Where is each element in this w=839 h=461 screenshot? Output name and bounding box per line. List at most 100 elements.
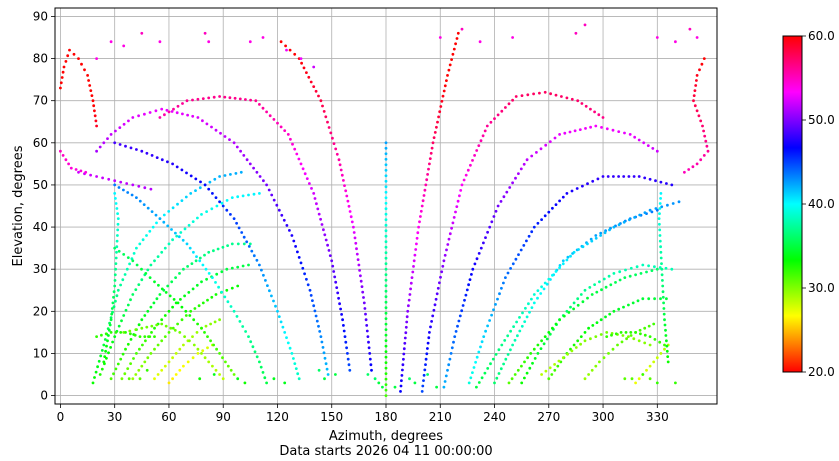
data-point [384, 377, 388, 381]
data-point [77, 170, 80, 174]
data-point [643, 326, 647, 330]
data-point [225, 267, 229, 271]
data-point [201, 97, 205, 100]
data-point [230, 266, 234, 270]
data-point [433, 131, 437, 134]
data-point [283, 331, 287, 334]
data-point [135, 148, 138, 151]
data-point [235, 315, 239, 318]
data-point [488, 225, 492, 229]
data-point [180, 168, 184, 172]
data-point [605, 335, 609, 338]
data-point [570, 349, 574, 353]
data-point [215, 204, 219, 208]
data-point [561, 195, 565, 199]
data-point [628, 274, 632, 278]
data-point [454, 210, 457, 214]
data-point [586, 182, 589, 186]
data-point [276, 121, 279, 125]
data-point [365, 329, 369, 333]
data-point [148, 276, 152, 279]
data-point [553, 368, 557, 372]
data-point [435, 385, 438, 389]
data-point [413, 381, 417, 385]
data-point [384, 229, 388, 233]
data-point [247, 335, 250, 338]
data-point [87, 79, 90, 82]
data-point [109, 316, 113, 319]
data-point [113, 192, 117, 195]
data-point [638, 213, 642, 217]
data-point [163, 113, 166, 117]
data-point [154, 109, 158, 113]
data-point [554, 93, 558, 97]
data-point [138, 335, 142, 338]
data-point [149, 352, 153, 355]
data-point [265, 183, 268, 187]
data-point [554, 322, 558, 326]
data-point [105, 356, 108, 360]
data-point [184, 195, 188, 199]
data-point [454, 42, 457, 46]
data-point [241, 264, 245, 268]
data-point [612, 272, 616, 275]
data-point [630, 377, 634, 381]
data-point [263, 376, 267, 380]
data-point [484, 236, 487, 240]
data-point [116, 234, 119, 237]
data-point [435, 125, 438, 129]
data-point [104, 349, 107, 353]
data-point [633, 216, 636, 219]
data-point [446, 74, 449, 77]
data-point [94, 119, 98, 123]
data-point [478, 40, 482, 44]
data-point [204, 324, 208, 328]
data-point [637, 339, 641, 343]
data-point [329, 131, 333, 135]
data-point [134, 373, 138, 376]
data-point [241, 194, 245, 198]
data-point [145, 151, 149, 155]
data-point [80, 62, 83, 66]
data-point [449, 352, 453, 355]
data-point [201, 263, 205, 267]
data-point [450, 346, 454, 350]
data-point [538, 91, 541, 95]
data-point [236, 284, 240, 288]
y-tick-label: 30 [33, 262, 48, 276]
data-point [556, 364, 560, 368]
data-point [129, 338, 133, 341]
data-point [594, 234, 598, 237]
data-point [470, 273, 473, 276]
data-point [363, 307, 367, 310]
data-point [113, 335, 117, 338]
data-point [384, 157, 388, 161]
data-point [242, 235, 246, 239]
data-point [348, 368, 352, 372]
data-point [384, 278, 388, 282]
data-point [523, 360, 526, 364]
data-point [105, 344, 108, 348]
data-point [653, 338, 657, 341]
data-point [277, 208, 281, 212]
data-point [562, 314, 566, 318]
data-point [702, 129, 705, 133]
data-point [264, 279, 267, 282]
data-point [447, 237, 451, 241]
data-point [342, 179, 345, 182]
colorbar-tick-label: 20.0 [808, 365, 835, 379]
data-point [503, 339, 507, 342]
data-point [354, 241, 358, 245]
data-point [532, 301, 536, 305]
data-point [153, 377, 156, 381]
data-point [126, 191, 130, 194]
data-point [155, 323, 159, 327]
x-tick-label: 0 [57, 410, 65, 424]
data-point [632, 337, 636, 341]
data-point [535, 151, 538, 154]
data-point [134, 288, 138, 291]
data-point [496, 204, 500, 208]
data-point [109, 40, 113, 44]
data-point [194, 189, 197, 193]
data-point [645, 368, 648, 372]
